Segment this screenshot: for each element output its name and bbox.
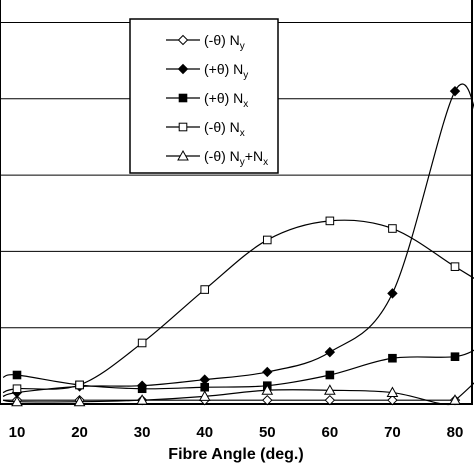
data-point [200, 285, 210, 294]
data-point [11, 395, 23, 407]
data-point [12, 370, 22, 380]
series-line [2, 349, 474, 390]
data-point [386, 386, 399, 398]
data-point [324, 346, 336, 358]
series-layer [2, 83, 474, 407]
data-point [200, 382, 210, 392]
x-tick-label: 20 [71, 424, 88, 441]
data-point [387, 394, 398, 406]
data-point [75, 380, 84, 390]
data-point [262, 366, 273, 378]
legend-label: (-θ) Ny+Nx [204, 148, 268, 168]
legend-item: (+θ) Nx [166, 90, 248, 110]
data-point [12, 384, 22, 394]
data-point [388, 224, 397, 233]
x-tick-label: 10 [9, 424, 26, 441]
legend-label: (-θ) Ny [204, 32, 245, 52]
legend-marker [177, 63, 189, 75]
data-point [73, 395, 86, 407]
legend-label: (+θ) Nx [204, 90, 248, 110]
series-line [2, 219, 474, 394]
data-point [387, 288, 398, 299]
x-tick-label: 40 [196, 424, 213, 441]
x-tick-label: 70 [384, 424, 401, 441]
legend-label: (-θ) Nx [204, 119, 245, 139]
legend: (-θ) Ny (+θ) Ny (+θ) Nx (-θ) Nx (-θ) Ny+Nx [129, 18, 279, 174]
legend-item: (-θ) Ny [166, 32, 245, 52]
series [2, 216, 474, 394]
legend-box [129, 18, 279, 174]
legend-marker [177, 149, 189, 161]
data-point [449, 394, 461, 405]
data-point [450, 262, 460, 271]
legend-item: (-θ) Nx [166, 119, 245, 139]
data-point [137, 384, 147, 394]
x-tick-labels: 10 20 30 40 50 60 70 80 [9, 424, 464, 441]
legend-marker [177, 34, 189, 46]
x-tick-label: 30 [134, 424, 151, 441]
series [2, 382, 474, 407]
data-point [136, 394, 148, 405]
x-tick-label: 80 [447, 424, 464, 441]
data-point [324, 394, 336, 406]
x-tick-label: 50 [259, 424, 276, 441]
x-tick-label: 60 [322, 424, 339, 441]
data-point [198, 390, 211, 401]
legend-marker [178, 122, 188, 132]
data-point [261, 384, 274, 395]
gridlines [0, 22, 472, 329]
x-axis-title: Fibre Angle (deg.) [168, 446, 303, 463]
data-point [449, 85, 461, 97]
data-point [324, 384, 336, 395]
data-point [388, 353, 397, 363]
data-point [325, 370, 335, 380]
data-point [137, 338, 147, 348]
legend-marker [178, 93, 188, 103]
legend-item: (+θ) Ny [166, 61, 248, 81]
data-point [450, 352, 460, 361]
legend-item: (-θ) Ny+Nx [166, 148, 268, 168]
data-point [262, 394, 273, 406]
data-point [325, 216, 335, 226]
data-point [262, 235, 272, 245]
legend-label: (+θ) Ny [204, 61, 248, 81]
